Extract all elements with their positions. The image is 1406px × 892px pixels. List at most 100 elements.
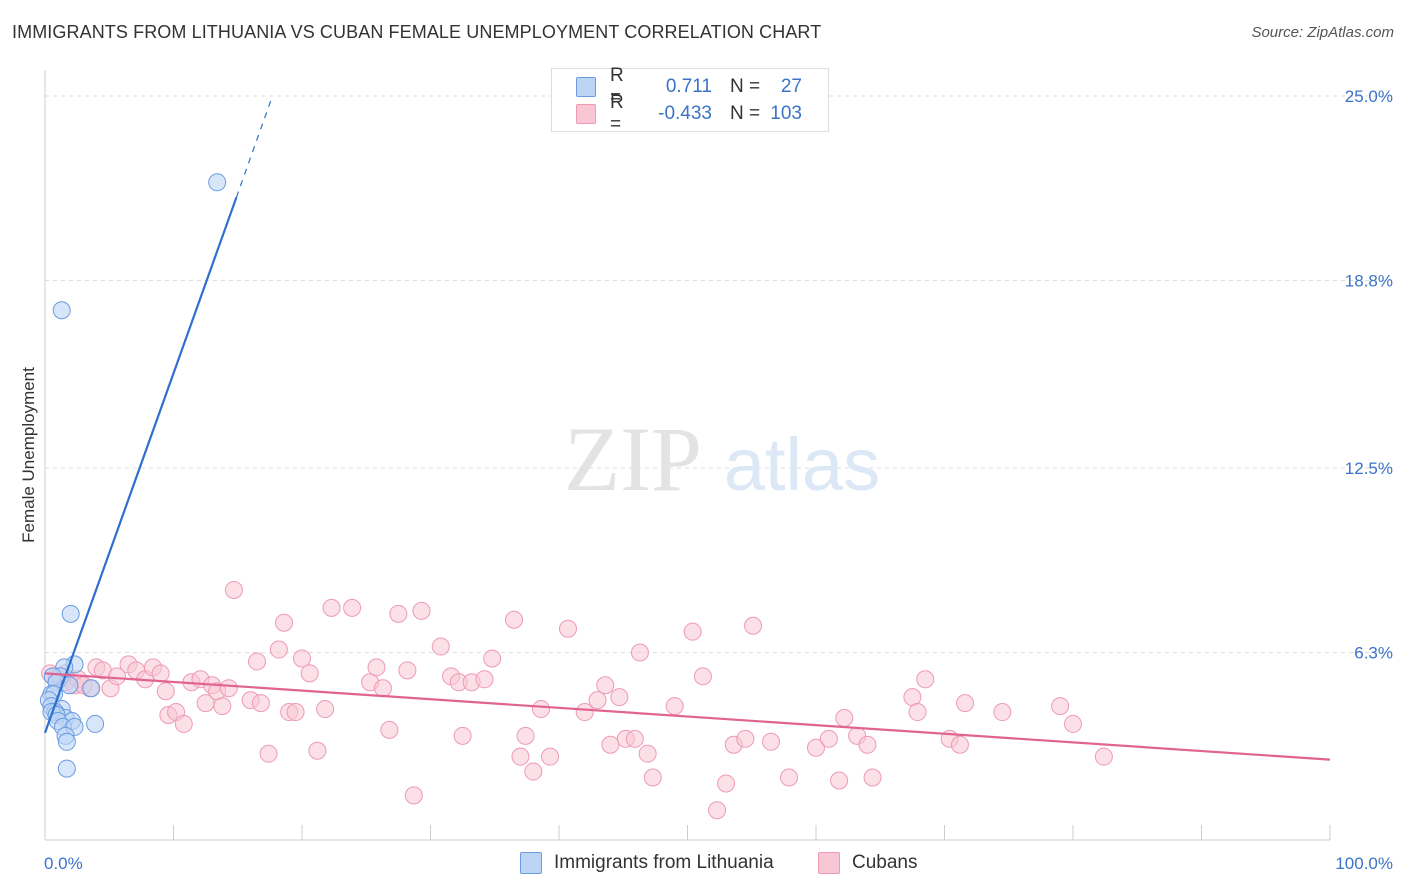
cubans-point	[475, 670, 494, 689]
cubans-point	[511, 747, 530, 766]
cubans-point	[588, 691, 607, 710]
cubans-point	[286, 703, 305, 722]
cubans-point	[1051, 697, 1070, 716]
cubans-point	[858, 735, 877, 754]
cubans-point	[638, 744, 657, 763]
cubans-point	[863, 768, 882, 787]
y-tick-label: 18.8%	[1345, 272, 1393, 291]
cubans-point	[558, 619, 577, 638]
cubans-point	[293, 649, 311, 668]
cubans-point	[389, 604, 408, 623]
legend-r-value: -0.433	[658, 103, 712, 124]
cubans-point	[708, 801, 727, 820]
cubans-point	[151, 664, 170, 683]
cubans-point	[717, 774, 736, 793]
cubans-point	[224, 581, 243, 600]
watermark: ZIP atlas	[564, 408, 880, 510]
y-tick-label: 25.0%	[1345, 87, 1393, 106]
lithuania-point	[52, 301, 71, 320]
cubans-point	[505, 610, 524, 629]
stats-legend: R = 0.711 N = 27 R = -0.433 N = 103	[551, 65, 829, 135]
legend-label-lithuania: Immigrants from Lithuania	[554, 852, 774, 873]
cubans-point	[610, 688, 629, 707]
legend-item-lithuania: Immigrants from Lithuania	[520, 852, 774, 874]
cubans-point	[322, 598, 341, 617]
cubans-point	[248, 652, 267, 671]
cubans-point	[736, 729, 755, 748]
cubans-point	[308, 741, 327, 760]
cubans-point	[483, 649, 502, 668]
cubans-point	[453, 726, 472, 745]
x-tick-label-min: 0.0%	[44, 854, 83, 873]
cubans-point	[683, 622, 702, 641]
legend-item-cubans: Cubans	[818, 852, 918, 874]
cubans-point	[259, 744, 278, 763]
watermark-atlas: atlas	[724, 423, 880, 506]
cubans-point	[269, 640, 288, 659]
cubans-point	[596, 676, 615, 695]
cubans-point	[213, 697, 232, 716]
cubans-point	[993, 703, 1012, 722]
cubans-point	[541, 747, 560, 766]
cubans-point	[532, 700, 551, 719]
cubans-point	[830, 771, 849, 790]
legend-r-label: R =	[610, 65, 624, 108]
cubans-point	[156, 682, 175, 701]
series-legend: Immigrants from Lithuania Cubans	[0, 852, 1406, 878]
chart-title: IMMIGRANTS FROM LITHUANIA VS CUBAN FEMAL…	[12, 22, 822, 42]
legend-n-label: N =	[730, 76, 761, 97]
cubans-point	[316, 700, 335, 719]
watermark-zip: ZIP	[564, 408, 702, 510]
cubans-point	[950, 735, 969, 754]
gridlines	[45, 95, 1392, 654]
y-tick-label: 12.5%	[1345, 459, 1393, 478]
cubans-points	[41, 581, 1113, 820]
lithuania-point	[86, 714, 105, 733]
lithuania-trendline-extension	[235, 95, 274, 198]
cubans-point	[625, 729, 644, 748]
cubans-point	[835, 708, 854, 727]
lithuania-point	[57, 732, 76, 751]
lithuania-point	[208, 173, 227, 192]
cubans-point	[516, 726, 535, 745]
cubans-point	[665, 697, 684, 716]
cubans-point	[693, 667, 712, 686]
cubans-point	[601, 735, 620, 754]
legend-n-value: 103	[770, 103, 802, 124]
cubans-point	[343, 598, 362, 617]
cubans-point	[575, 703, 594, 722]
trendlines	[43, 95, 1331, 761]
cubans-trendline	[44, 672, 1331, 761]
cubans-point	[1064, 714, 1082, 733]
legend-swatch-pink	[576, 104, 596, 124]
cubans-point	[373, 679, 392, 698]
y-tick-labels: 6.3% 12.5% 18.8% 25.0%	[1345, 87, 1393, 663]
cubans-point	[908, 703, 927, 722]
lithuania-point	[57, 759, 76, 778]
cubans-point	[524, 762, 543, 781]
source-label: Source: ZipAtlas.com	[1251, 24, 1394, 41]
legend-n-label: N =	[730, 103, 761, 124]
cubans-point	[275, 613, 294, 632]
lithuania-trendline	[43, 196, 238, 734]
cubans-point	[367, 658, 386, 677]
legend-n-value: 27	[780, 76, 802, 97]
x-tick-labels: 0.0% 100.0%	[44, 854, 1393, 873]
cubans-point	[643, 768, 662, 787]
x-tick-label-max: 100.0%	[1335, 854, 1393, 873]
cubans-point	[300, 664, 319, 683]
legend-label-cubans: Cubans	[852, 852, 918, 873]
cubans-point	[380, 720, 399, 739]
cubans-point	[807, 738, 825, 757]
cubans-point	[251, 694, 270, 713]
cubans-point	[630, 643, 649, 662]
cubans-point	[431, 637, 450, 656]
legend-swatch-blue	[576, 77, 596, 97]
cubans-point	[744, 616, 763, 635]
lithuania-point	[82, 679, 101, 698]
legend-r-value: 0.711	[665, 76, 712, 97]
cubans-point	[404, 786, 423, 805]
legend-swatch-pink	[818, 852, 840, 874]
cubans-point	[916, 670, 935, 689]
